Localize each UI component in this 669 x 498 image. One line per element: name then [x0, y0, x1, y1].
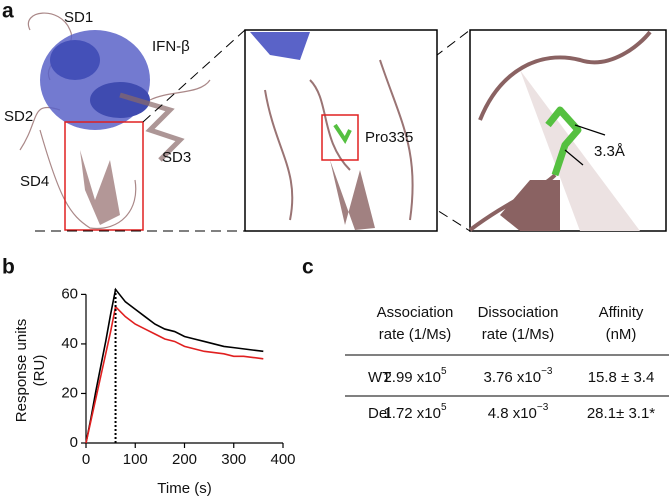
y-tick-label: 40	[61, 335, 78, 352]
x-tick-label: 100	[123, 451, 148, 468]
series-line	[85, 287, 264, 444]
loop	[478, 30, 652, 121]
column-header: Affinity	[599, 304, 644, 321]
dash-line	[142, 29, 246, 123]
helix-domain	[90, 82, 150, 118]
strands	[119, 92, 185, 162]
mantissa: 2.99 x10	[383, 369, 441, 386]
y-axis-label: Response units	[13, 319, 30, 422]
strands	[80, 150, 120, 225]
table-cell: 4.8 x10−3	[488, 402, 549, 422]
table-cell: 2.99 x105	[383, 366, 447, 386]
residue	[333, 123, 352, 144]
mantissa: 4.8 x10	[488, 405, 537, 422]
domain-label: SD1	[64, 9, 93, 26]
table: Association rate (1/Ms) Dissociation rate (…	[345, 304, 669, 422]
panel-label: c	[302, 256, 314, 279]
table-cell: 28.1± 3.1*	[587, 405, 655, 422]
panel-label: a	[2, 0, 14, 23]
domain-label: SD4	[20, 173, 49, 190]
table-cell: 15.8 ± 3.4	[588, 369, 655, 386]
x-tick-label: 400	[270, 451, 295, 468]
residue-label: Pro335	[365, 129, 413, 146]
distance-line	[564, 149, 584, 166]
column-header: Association	[377, 304, 454, 321]
y-tick-label: 20	[61, 384, 78, 401]
row-label: Del	[368, 405, 391, 422]
y-tick-label: 0	[70, 434, 78, 451]
distance-label: 3.3Å	[594, 143, 625, 160]
series-line	[85, 305, 264, 444]
distance-line	[574, 124, 606, 136]
column-header: rate (1/Ms)	[379, 326, 452, 343]
strands	[330, 160, 375, 230]
table-cell: 1.72 x105	[383, 402, 447, 422]
strand	[500, 180, 560, 231]
x-tick-label: 300	[221, 451, 246, 468]
structure-zoom	[244, 29, 438, 232]
helix-domain	[250, 32, 310, 60]
panel-label: b	[2, 256, 15, 279]
domain-label: SD2	[4, 108, 33, 125]
chart: 0 20 40 60 0 100 200 300 400 Time (s) Response uni…	[13, 285, 296, 497]
exponent: 5	[441, 366, 447, 377]
table-cell: 3.76 x10−3	[484, 366, 553, 386]
y-tick-label: 60	[61, 285, 78, 302]
x-axis-label: Time (s)	[157, 480, 211, 497]
zoom-box	[64, 121, 144, 231]
x-tick-label: 0	[82, 451, 90, 468]
column-header: (nM)	[606, 326, 637, 343]
exponent: −3	[537, 402, 549, 413]
residue	[545, 106, 582, 177]
column-header: Dissociation	[478, 304, 559, 321]
structure-overview	[19, 12, 211, 231]
row-label: WT	[368, 369, 391, 386]
sheet	[520, 70, 640, 231]
x-tick-label: 200	[172, 451, 197, 468]
column-header: rate (1/Ms)	[482, 326, 555, 343]
loop	[39, 129, 137, 230]
detail-panel	[469, 29, 667, 232]
mantissa: 3.76 x10	[484, 369, 542, 386]
loop	[468, 173, 557, 232]
mantissa: 1.72 x10	[383, 405, 441, 422]
structure-detail	[468, 29, 667, 232]
domain-label: IFN-β	[152, 38, 190, 55]
exponent: 5	[441, 402, 447, 413]
exponent: −3	[541, 366, 553, 377]
helix-domain	[50, 40, 100, 80]
zoom-box	[321, 114, 359, 161]
y-axis-label: (RU)	[31, 355, 48, 387]
domain-label: SD3	[162, 149, 191, 166]
